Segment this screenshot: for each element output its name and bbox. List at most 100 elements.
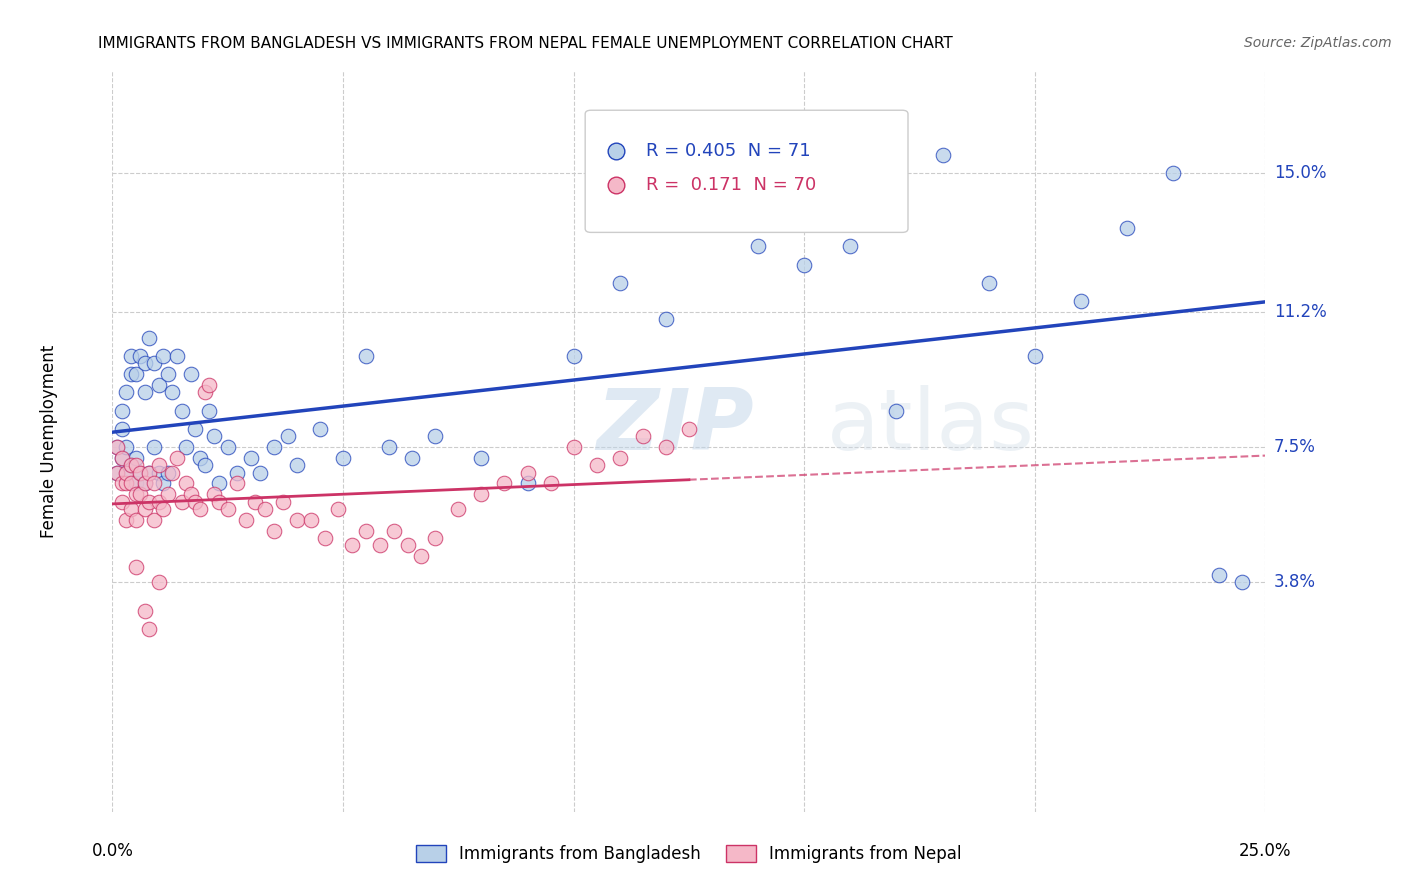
Point (143, 513, 166, 527)
Text: Female Unemployment: Female Unemployment (39, 345, 58, 538)
Text: 15.0%: 15.0% (1274, 164, 1326, 183)
Point (470, 450, 492, 465)
Point (202, 429, 225, 443)
Point (249, 466, 271, 480)
FancyBboxPatch shape (585, 111, 908, 233)
Point (180, 367, 202, 381)
Point (1116, 221, 1139, 235)
Point (152, 476, 174, 491)
Point (793, 258, 815, 272)
Point (198, 403, 221, 417)
Point (285, 458, 308, 473)
Point (174, 440, 197, 454)
Point (1208, 567, 1230, 582)
Point (609, 450, 631, 465)
Point (562, 349, 585, 363)
Point (235, 513, 257, 527)
Point (447, 502, 470, 516)
Point (166, 349, 188, 363)
Point (105, 466, 128, 480)
Point (120, 458, 142, 473)
Point (470, 487, 492, 501)
Point (655, 440, 678, 454)
Point (886, 403, 908, 417)
Point (314, 531, 336, 545)
Point (207, 494, 229, 508)
Point (111, 494, 134, 508)
Point (207, 476, 229, 491)
Point (188, 450, 211, 465)
Point (148, 494, 170, 508)
Point (124, 458, 146, 473)
Point (115, 513, 138, 527)
Point (678, 422, 700, 436)
Point (105, 466, 128, 480)
Point (143, 440, 166, 454)
Point (156, 466, 179, 480)
Point (111, 450, 134, 465)
Point (609, 276, 631, 290)
Point (562, 440, 585, 454)
Point (263, 524, 285, 538)
Point (277, 429, 299, 443)
Point (134, 385, 156, 400)
Point (631, 429, 654, 443)
Point (143, 476, 166, 491)
Point (839, 239, 862, 253)
Point (152, 349, 174, 363)
Point (115, 476, 138, 491)
Point (263, 440, 285, 454)
Point (1232, 574, 1254, 589)
Text: Source: ZipAtlas.com: Source: ZipAtlas.com (1244, 36, 1392, 50)
Point (585, 458, 607, 473)
Point (115, 466, 138, 480)
Point (194, 385, 217, 400)
Point (411, 549, 433, 564)
Point (138, 466, 160, 480)
Point (354, 524, 377, 538)
Point (129, 487, 152, 501)
Point (977, 276, 1000, 290)
Point (170, 403, 193, 417)
Point (382, 524, 405, 538)
Point (138, 466, 160, 480)
Point (143, 356, 166, 370)
Point (226, 466, 249, 480)
Point (134, 604, 156, 618)
Point (396, 539, 419, 553)
Text: 7.5%: 7.5% (1274, 438, 1316, 456)
Point (401, 450, 423, 465)
Point (1161, 166, 1184, 180)
Point (285, 513, 308, 527)
Point (134, 476, 156, 491)
Text: 3.8%: 3.8% (1274, 573, 1316, 591)
Point (120, 476, 142, 491)
Point (134, 356, 156, 370)
Point (156, 487, 179, 501)
Text: ZIP: ZIP (596, 385, 755, 468)
Text: atlas: atlas (827, 385, 1035, 468)
Point (180, 487, 202, 501)
Point (148, 458, 170, 473)
Point (138, 623, 160, 637)
Point (124, 476, 146, 491)
Point (156, 367, 179, 381)
Point (124, 513, 146, 527)
Text: 11.2%: 11.2% (1274, 303, 1326, 321)
Point (184, 494, 207, 508)
Point (425, 429, 447, 443)
Point (226, 476, 249, 491)
Point (194, 458, 217, 473)
Point (148, 466, 170, 480)
Point (931, 148, 953, 162)
Point (129, 466, 152, 480)
Point (700, 202, 723, 217)
Point (174, 476, 197, 491)
Text: R = 0.405  N = 71: R = 0.405 N = 71 (647, 142, 811, 160)
Point (105, 440, 128, 454)
Text: 25.0%: 25.0% (1239, 842, 1292, 860)
Point (239, 450, 262, 465)
Point (120, 349, 142, 363)
Point (124, 487, 146, 501)
Point (152, 502, 174, 516)
